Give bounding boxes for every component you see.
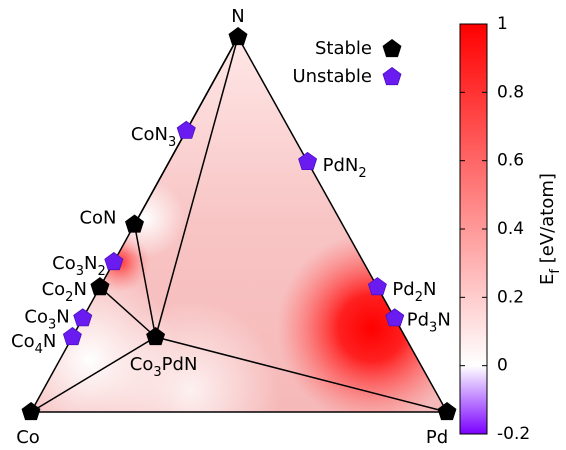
colorbar-label: Ef [eV/atom] bbox=[537, 173, 563, 285]
legend-label: Unstable bbox=[292, 66, 372, 87]
point-marker bbox=[385, 308, 405, 327]
point-label: Pd bbox=[426, 427, 448, 448]
point-label: Co bbox=[16, 427, 40, 448]
colorbar-tick-label: 1 bbox=[497, 14, 508, 34]
point-label: PdN2 bbox=[323, 155, 367, 181]
point-label: Co3PdN bbox=[130, 354, 198, 380]
tie-line bbox=[99, 286, 157, 338]
legend-label: Stable bbox=[315, 38, 372, 59]
point-marker bbox=[367, 277, 387, 296]
colorbar-tick-label: 0.4 bbox=[497, 219, 524, 239]
point-label: Co4N bbox=[11, 331, 56, 357]
colorbar-tick-label: 0.8 bbox=[497, 82, 524, 102]
point-marker bbox=[73, 308, 93, 327]
colorbar-tick-label: 0.2 bbox=[497, 287, 524, 307]
colorbar-tick-label: 0 bbox=[497, 356, 508, 376]
tie-line bbox=[154, 36, 239, 338]
point-marker bbox=[298, 151, 318, 171]
point-label: CoN3 bbox=[131, 124, 176, 150]
point-label: CoN bbox=[79, 208, 116, 229]
point-marker bbox=[62, 327, 82, 346]
point-label: Pd3N bbox=[407, 309, 451, 335]
tie-line bbox=[237, 36, 448, 413]
point-marker bbox=[104, 252, 124, 271]
point-marker bbox=[437, 402, 457, 421]
point-marker bbox=[228, 27, 248, 46]
tie-line bbox=[133, 224, 157, 338]
point-label: Pd2N bbox=[392, 279, 436, 305]
legend-marker bbox=[382, 67, 402, 86]
colorbar-tick-label: 0.6 bbox=[497, 151, 524, 171]
point-marker bbox=[176, 120, 196, 139]
heatmap bbox=[31, 37, 447, 412]
point-marker bbox=[125, 214, 144, 233]
tie-line bbox=[155, 336, 448, 413]
tie-line bbox=[30, 336, 156, 413]
legend-marker bbox=[382, 39, 402, 58]
point-label: Co3N2 bbox=[52, 253, 106, 279]
point-marker bbox=[21, 402, 41, 421]
point-label: N bbox=[231, 6, 244, 27]
colorbar-tick-label: -0.2 bbox=[497, 424, 530, 444]
point-label: Co3N bbox=[24, 306, 69, 332]
colorbar: 1 0.8 0.6 0.4 0.2 0 -0.2 Ef [eV/atom] bbox=[459, 14, 563, 444]
point-label: Co2N bbox=[42, 279, 87, 305]
point-marker bbox=[146, 327, 166, 346]
point-marker bbox=[90, 277, 110, 296]
